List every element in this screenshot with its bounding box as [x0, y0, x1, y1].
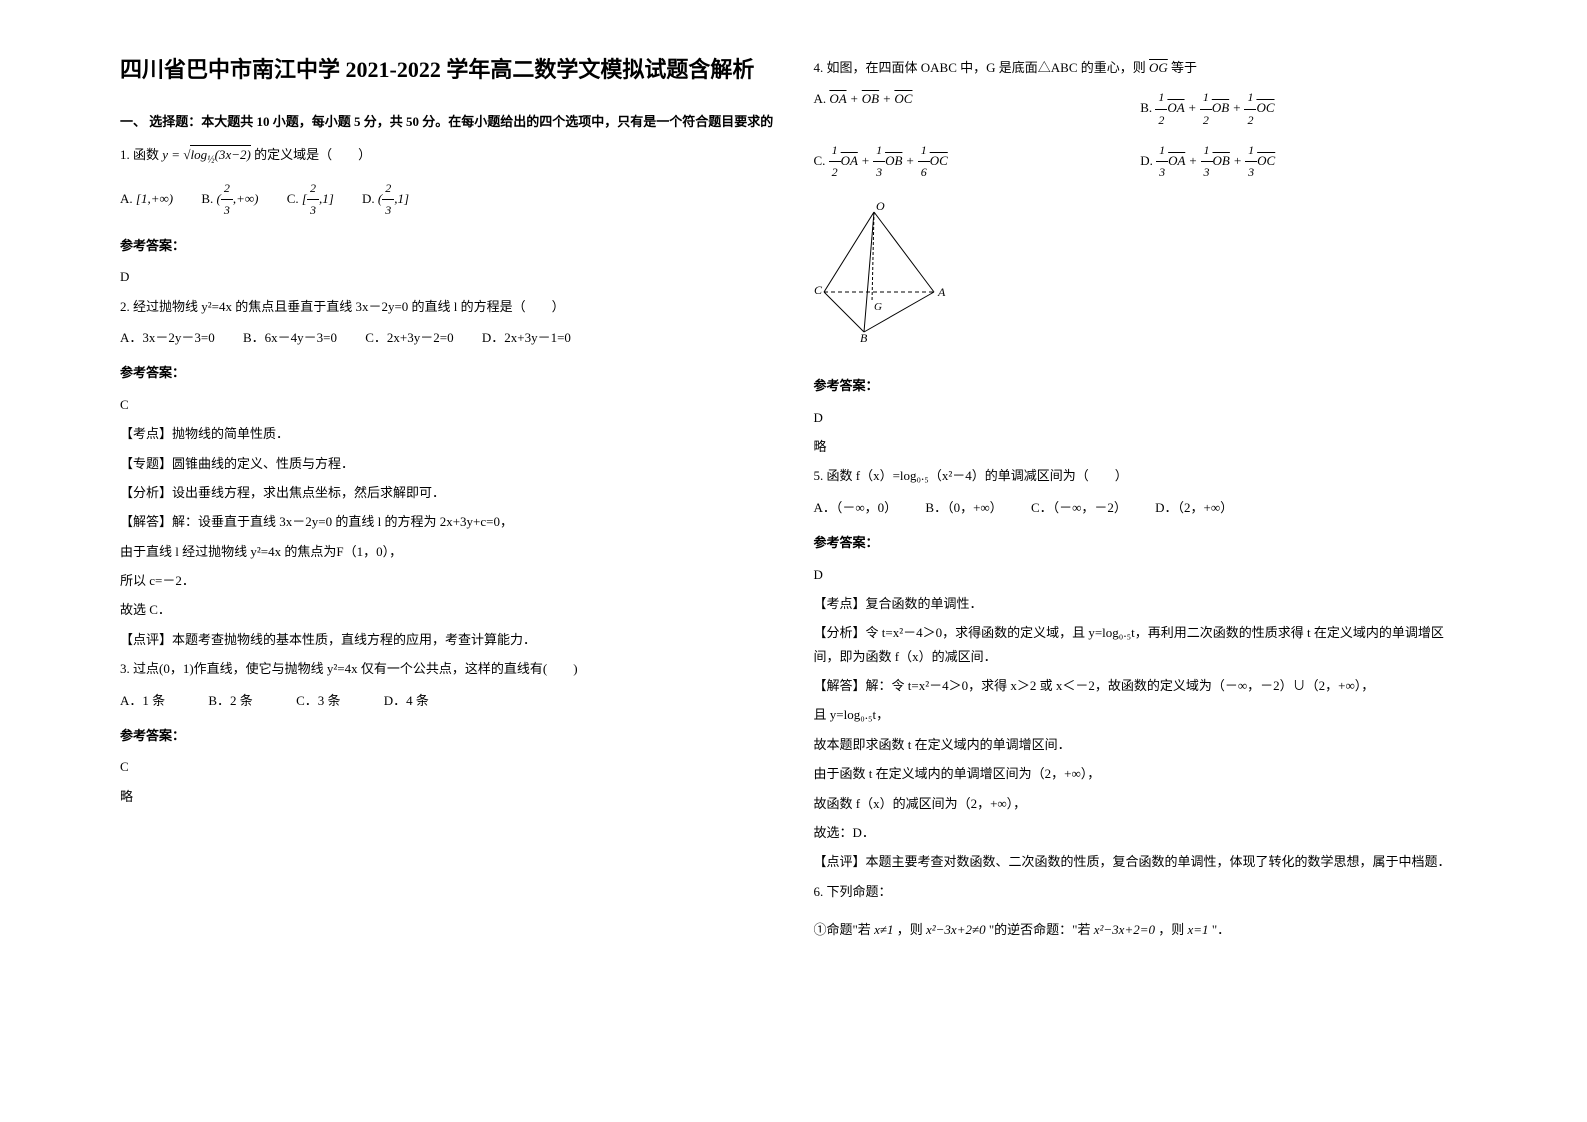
- question-3: 3. 过点(0，1)作直线，使它与抛物线 y²=4x 仅有一个公共点，这样的直线…: [120, 657, 774, 680]
- q5-solve6: 故选：D．: [814, 821, 1468, 844]
- q1-answer: D: [120, 265, 774, 288]
- q2-option-d: D．2x+3y－1=0: [482, 326, 571, 349]
- q2-solve2: 由于直线 l 经过抛物线 y²=4x 的焦点为F（1，0），: [120, 540, 774, 563]
- section-1-header: 一、 选择题：本大题共 10 小题，每小题 5 分，共 50 分。在每小题给出的…: [120, 110, 774, 133]
- q6-i1-end: "．: [1212, 922, 1230, 937]
- q3-answer-label: 参考答案：: [120, 724, 774, 747]
- q2-answer-label: 参考答案：: [120, 361, 774, 384]
- q5-solve5: 故函数 f（x）的减区间为（2，+∞），: [814, 792, 1468, 815]
- q5-point: 【考点】复合函数的单调性．: [814, 592, 1468, 615]
- q5-option-b: B．（0，+∞）: [925, 496, 1002, 519]
- q5-comment: 【点评】本题主要考查对数函数、二次函数的性质，复合函数的单调性，体现了转化的数学…: [814, 850, 1468, 873]
- left-column: 四川省巴中市南江中学 2021-2022 学年高二数学文模拟试题含解析 一、 选…: [100, 50, 794, 1072]
- q4-optC-label: C.: [814, 153, 826, 168]
- q5-answer: D: [814, 563, 1468, 586]
- q1-option-d: D. (23,1]: [362, 178, 409, 222]
- q4-suffix2: 等于: [1171, 60, 1197, 75]
- q3-option-a: A．1 条: [120, 689, 165, 712]
- q4-option-d: D. 13OA + 13OB + 13OC: [1140, 140, 1467, 184]
- q3-option-c: C．3 条: [296, 689, 340, 712]
- q5-option-d: D．（2，+∞）: [1155, 496, 1233, 519]
- q1-option-c: C. [23,1]: [287, 178, 334, 222]
- q4-note: 略: [814, 435, 1468, 458]
- q4-optD-label: D.: [1140, 153, 1153, 168]
- question-4: 4. 如图，在四面体 OABC 中，G 是底面△ABC 的重心，则 OG 等于: [814, 56, 1468, 79]
- q6-i1-m3: ，则: [1158, 922, 1184, 937]
- q5-options: A．（－∞，0） B．（0，+∞） C．（－∞，－2） D．（2，+∞）: [814, 496, 1468, 519]
- q5-solve3: 故本题即求函数 t 在定义域内的单调增区间．: [814, 733, 1468, 756]
- q6-i1-f4: x=1: [1188, 922, 1209, 937]
- q6-i1-f3: x²−3x+2=0: [1094, 922, 1155, 937]
- q5-option-a: A．（－∞，0）: [814, 496, 898, 519]
- q1-option-a: A. [1,+∞): [120, 187, 173, 210]
- q2-solve1: 【解答】解：设垂直于直线 3x－2y=0 的直线 l 的方程为 2x+3y+c=…: [120, 510, 774, 533]
- q2-solve3: 所以 c=－2．: [120, 569, 774, 592]
- svg-text:C: C: [814, 283, 823, 297]
- q5-option-c: C．（－∞，－2）: [1031, 496, 1127, 519]
- q2-options: A．3x－2y－3=0 B．6x－4y－3=0 C．2x+3y－2=0 D．2x…: [120, 326, 774, 349]
- q2-analysis: 【分析】设出垂线方程，求出焦点坐标，然后求解即可．: [120, 481, 774, 504]
- question-2: 2. 经过抛物线 y²=4x 的焦点且垂直于直线 3x－2y=0 的直线 l 的…: [120, 295, 774, 318]
- q5-analysis: 【分析】令 t=x²－4＞0，求得函数的定义域，且 y=log₀.₅t，再利用二…: [814, 621, 1468, 668]
- q3-answer: C: [120, 755, 774, 778]
- q4-option-a: A. OA + OB + OC: [814, 87, 1141, 131]
- q3-note: 略: [120, 785, 774, 808]
- q4-option-c: C. 12OA + 13OB + 16OC: [814, 140, 1141, 184]
- q4-options-row2: C. 12OA + 13OB + 16OC D. 13OA + 13OB + 1…: [814, 140, 1468, 184]
- q2-topic: 【专题】圆锥曲线的定义、性质与方程．: [120, 452, 774, 475]
- q5-solve1: 【解答】解：令 t=x²－4＞0，求得 x＞2 或 x＜－2，故函数的定义域为（…: [814, 674, 1468, 697]
- q1-prefix: 1. 函数: [120, 147, 159, 162]
- q1-option-b: B. (23,+∞): [201, 178, 258, 222]
- svg-text:A: A: [937, 285, 946, 299]
- q2-comment: 【点评】本题考查抛物线的基本性质，直线方程的应用，考查计算能力．: [120, 628, 774, 651]
- q6-i1-m2: "的逆否命题："若: [989, 922, 1091, 937]
- q2-answer: C: [120, 393, 774, 416]
- q5-answer-label: 参考答案：: [814, 531, 1468, 554]
- svg-text:G: G: [874, 301, 882, 313]
- document-title: 四川省巴中市南江中学 2021-2022 学年高二数学文模拟试题含解析: [120, 50, 774, 90]
- question-5: 5. 函数 f（x）=log₀.₅（x²－4）的单调减区间为（ ）: [814, 464, 1468, 487]
- question-1: 1. 函数 y = √log½(3x−2) 的定义域是（ ）: [120, 143, 774, 170]
- q3-options: A．1 条 B．2 条 C．3 条 D．4 条: [120, 689, 774, 712]
- q2-solve4: 故选 C．: [120, 598, 774, 621]
- q6-item1: ①命题"若 x≠1 ，则 x²−3x+2≠0 "的逆否命题："若 x²−3x+2…: [814, 918, 1468, 941]
- q1-answer-label: 参考答案：: [120, 234, 774, 257]
- q4-optA-label: A.: [814, 91, 827, 106]
- q4-vec-og: OG: [1149, 60, 1168, 75]
- q1-suffix: 的定义域是（ ）: [254, 147, 371, 162]
- q4-optB-label: B.: [1140, 100, 1152, 115]
- q6-i1-prefix: ①命题"若: [814, 922, 871, 937]
- q3-option-d: D．4 条: [384, 689, 429, 712]
- q4-triangle: △ABC: [1038, 60, 1078, 75]
- q6-i1-m1: ，则: [897, 922, 923, 937]
- svg-text:B: B: [860, 331, 868, 342]
- question-6: 6. 下列命题：: [814, 880, 1468, 903]
- q1-formula: y = √log½(3x−2): [162, 145, 254, 162]
- q5-solve4: 由于函数 t 在定义域内的单调增区间为（2，+∞），: [814, 762, 1468, 785]
- q1-options: A. [1,+∞) B. (23,+∞) C. [23,1] D. (23,1]: [120, 178, 774, 222]
- q4-prefix: 4. 如图，在四面体 OABC 中，G 是底面: [814, 60, 1038, 75]
- q3-option-b: B．2 条: [208, 689, 252, 712]
- q4-options-row1: A. OA + OB + OC B. 12OA + 12OB + 12OC: [814, 87, 1468, 131]
- q2-option-b: B．6x－4y－3=0: [243, 326, 337, 349]
- q5-solve2: 且 y=log₀.₅t，: [814, 703, 1468, 726]
- svg-text:O: O: [876, 202, 885, 213]
- q2-option-a: A．3x－2y－3=0: [120, 326, 215, 349]
- tetrahedron-diagram: O C A B G: [814, 192, 1468, 359]
- q6-i1-f1: x≠1: [874, 922, 893, 937]
- q4-option-b: B. 12OA + 12OB + 12OC: [1140, 87, 1467, 131]
- q4-suffix1: 的重心，则: [1078, 60, 1146, 75]
- q2-point: 【考点】抛物线的简单性质．: [120, 422, 774, 445]
- q2-option-c: C．2x+3y－2=0: [365, 326, 453, 349]
- right-column: 4. 如图，在四面体 OABC 中，G 是底面△ABC 的重心，则 OG 等于 …: [794, 50, 1488, 1072]
- q4-answer-label: 参考答案：: [814, 374, 1468, 397]
- q6-i1-f2: x²−3x+2≠0: [926, 922, 986, 937]
- q4-answer: D: [814, 406, 1468, 429]
